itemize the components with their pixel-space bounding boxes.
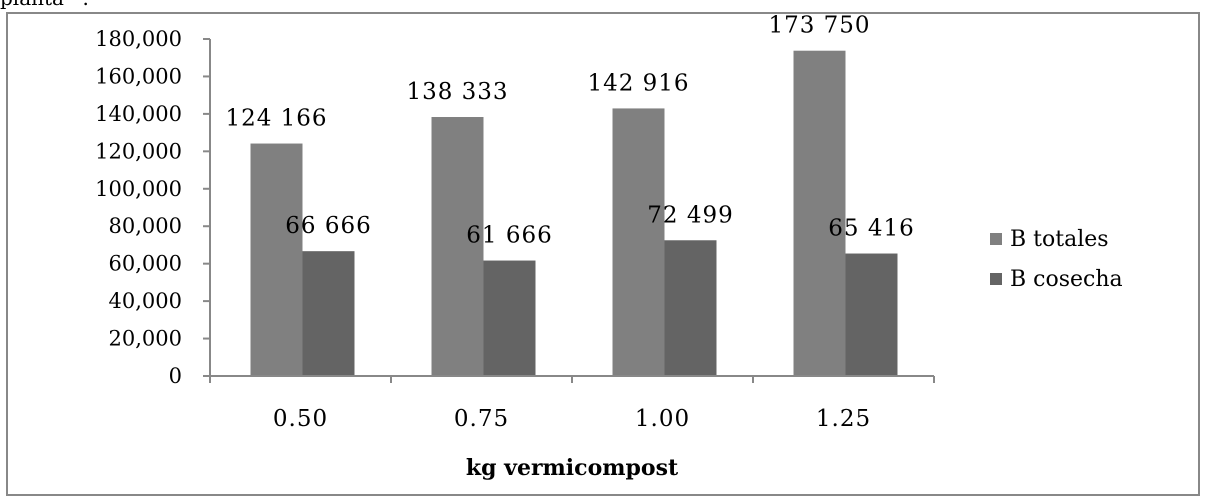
legend-swatch	[990, 233, 1002, 245]
y-tick-label: 180,000	[95, 27, 182, 51]
chart-frame	[6, 12, 1200, 496]
y-tick-label: 80,000	[109, 214, 182, 238]
data-label: 142 916	[587, 70, 689, 96]
data-label: 66 666	[285, 213, 371, 239]
bar-b-cosecha	[302, 251, 355, 376]
y-tick-label: 120,000	[95, 139, 182, 163]
y-tick-label: 40,000	[109, 289, 182, 313]
x-axis-title: kg vermicompost	[466, 455, 679, 481]
bar-b-cosecha	[664, 240, 717, 376]
data-label: 65 416	[828, 216, 914, 242]
bar-b-totales	[793, 50, 846, 377]
y-tick-label: 160,000	[95, 64, 182, 88]
bar-b-totales	[250, 143, 303, 376]
y-tick-label: 20,000	[109, 327, 182, 351]
legend-swatch	[990, 273, 1002, 285]
bar-b-cosecha	[483, 260, 536, 376]
x-tick-label: 1.00	[635, 406, 690, 432]
data-label: 124 166	[225, 106, 327, 132]
caption-fragment: planta⁻¹.	[0, 0, 89, 8]
y-tick-label: 100,000	[95, 177, 182, 201]
bar-b-totales	[612, 108, 665, 376]
data-label: 72 499	[647, 202, 733, 228]
x-axis: 0.50 0.75 1.00 1.25	[209, 375, 935, 432]
y-axis: 0 20,000 40,000 60,000 80,000 100,000 120,000 1…	[95, 27, 211, 388]
bars	[250, 50, 898, 377]
data-label: 138 333	[406, 79, 508, 105]
legend: B totales B cosecha	[990, 227, 1123, 292]
y-tick-label: 60,000	[109, 252, 182, 276]
y-tick-label: 0	[169, 364, 182, 388]
data-label: 61 666	[466, 223, 552, 249]
x-tick-label: 1.25	[816, 406, 871, 432]
bar-b-cosecha	[845, 253, 898, 376]
bar-b-totales	[431, 117, 484, 376]
legend-label: B totales	[1010, 227, 1109, 252]
x-tick-label: 0.50	[273, 406, 328, 432]
data-labels: 124 166 66 666 138 333 61 666 142 916 72 499 1…	[225, 13, 914, 249]
y-tick-label: 140,000	[95, 102, 182, 126]
data-label: 173 750	[768, 13, 870, 39]
x-tick-label: 0.75	[454, 406, 509, 432]
legend-label: B cosecha	[1010, 267, 1123, 292]
